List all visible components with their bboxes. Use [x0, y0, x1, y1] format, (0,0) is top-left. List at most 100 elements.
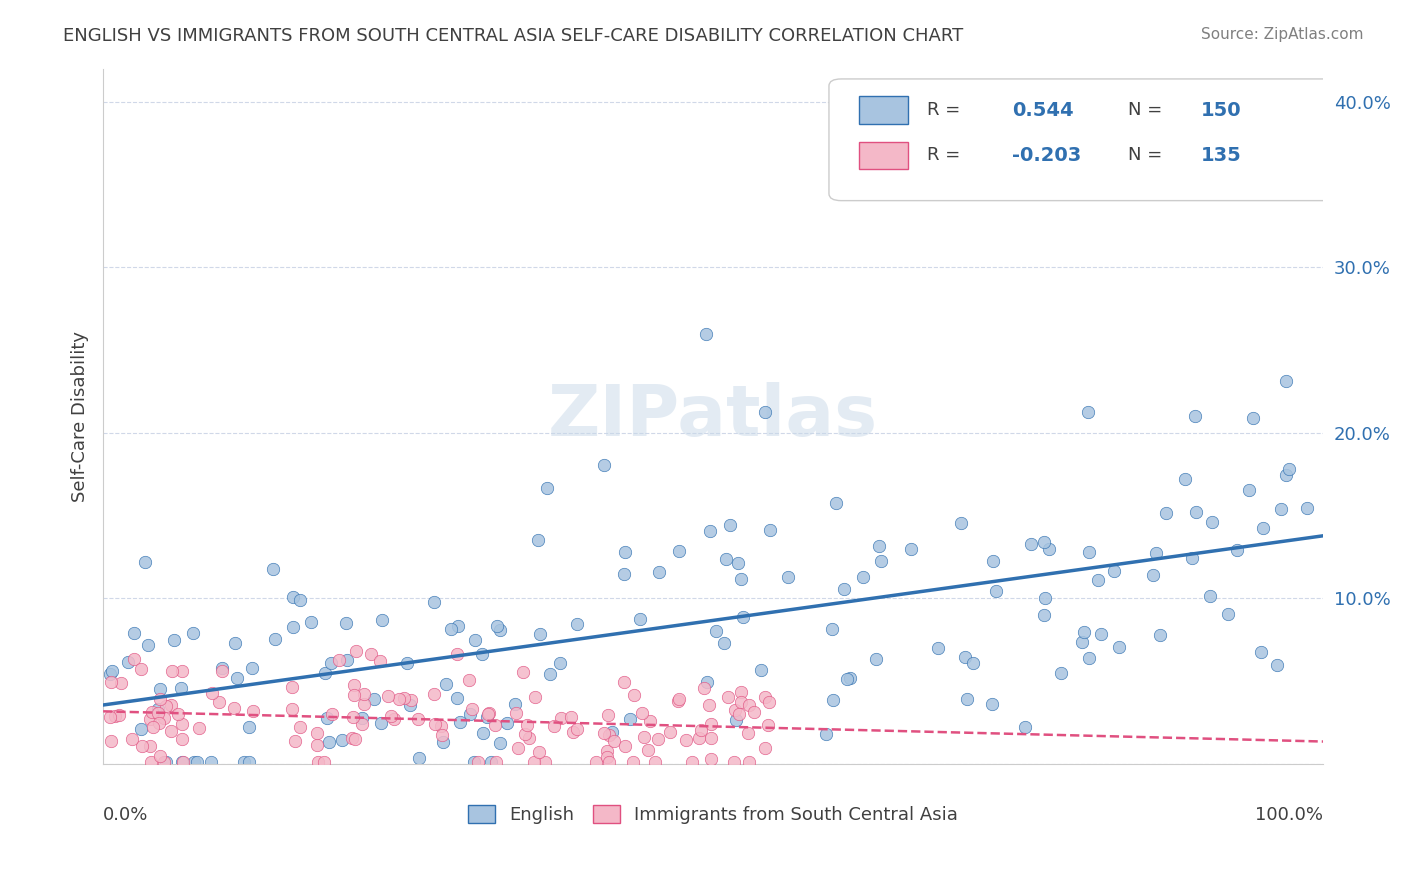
Point [758, 695, 780, 709]
Text: N =: N = [1128, 101, 1163, 120]
Point [382, 713, 405, 727]
Point [737, 755, 759, 769]
Point [598, 728, 620, 742]
Point [117, 656, 139, 670]
Point [363, 692, 385, 706]
Text: R =: R = [927, 101, 960, 120]
Point [148, 702, 170, 716]
Point [371, 613, 394, 627]
Point [527, 745, 550, 759]
Point [110, 676, 132, 690]
Point [699, 524, 721, 538]
Point [832, 582, 855, 596]
Point [870, 554, 893, 568]
Point [596, 708, 619, 723]
Text: N =: N = [1128, 146, 1163, 164]
Text: 100.0%: 100.0% [1256, 805, 1323, 823]
Point [107, 707, 129, 722]
Point [98, 666, 121, 681]
Text: ENGLISH VS IMMIGRANTS FROM SOUTH CENTRAL ASIA SELF-CARE DISABILITY CORRELATION C: ENGLISH VS IMMIGRANTS FROM SOUTH CENTRAL… [63, 27, 963, 45]
Point [1090, 627, 1112, 641]
Point [335, 615, 357, 630]
Point [489, 623, 512, 637]
Point [1174, 472, 1197, 486]
Point [186, 755, 208, 769]
Point [352, 717, 374, 731]
Point [226, 671, 249, 685]
Point [343, 732, 366, 747]
Point [388, 692, 411, 706]
Point [1199, 589, 1222, 603]
Point [233, 755, 256, 769]
Point [1102, 564, 1125, 578]
Point [1154, 506, 1177, 520]
Point [776, 570, 799, 584]
Point [503, 697, 526, 711]
Point [981, 697, 1004, 711]
Text: 0.0%: 0.0% [103, 805, 149, 823]
Point [631, 706, 654, 720]
Point [139, 712, 162, 726]
Point [142, 720, 165, 734]
Point [638, 714, 661, 728]
Point [727, 557, 749, 571]
Point [513, 727, 536, 741]
Point [1078, 545, 1101, 559]
Point [603, 734, 626, 748]
Point [368, 654, 391, 668]
Point [315, 711, 337, 725]
Point [536, 481, 558, 495]
Point [129, 662, 152, 676]
Point [1201, 515, 1223, 529]
Point [162, 665, 184, 679]
Point [238, 755, 260, 769]
Point [742, 706, 765, 720]
Point [160, 723, 183, 738]
Point [723, 755, 745, 769]
Point [353, 687, 375, 701]
Point [284, 733, 307, 747]
Point [169, 681, 191, 696]
Point [396, 656, 419, 670]
Point [224, 701, 246, 715]
Point [1142, 568, 1164, 582]
Point [623, 688, 645, 702]
Point [281, 702, 304, 716]
Point [343, 688, 366, 702]
Point [681, 755, 703, 769]
Point [927, 640, 949, 655]
Point [463, 755, 485, 769]
Point [122, 652, 145, 666]
Point [548, 656, 571, 670]
Point [523, 690, 546, 704]
Point [1275, 374, 1298, 388]
Point [472, 726, 495, 740]
Point [183, 625, 205, 640]
Point [659, 725, 682, 739]
Point [100, 664, 122, 678]
Point [696, 675, 718, 690]
Point [527, 533, 550, 547]
Legend: English, Immigrants from South Central Asia: English, Immigrants from South Central A… [468, 805, 957, 824]
Text: -0.203: -0.203 [1012, 146, 1081, 165]
Point [485, 755, 508, 769]
Point [423, 717, 446, 731]
Point [377, 689, 399, 703]
Point [724, 713, 747, 727]
Point [1077, 650, 1099, 665]
Point [353, 697, 375, 711]
Point [471, 647, 494, 661]
Point [446, 691, 468, 706]
Point [621, 755, 644, 769]
Point [754, 740, 776, 755]
Point [242, 704, 264, 718]
Point [730, 685, 752, 699]
Point [422, 687, 444, 701]
Point [749, 663, 772, 677]
Point [240, 661, 263, 675]
Point [201, 686, 224, 700]
Point [486, 618, 509, 632]
Point [321, 707, 343, 722]
Point [1265, 658, 1288, 673]
Point [149, 692, 172, 706]
